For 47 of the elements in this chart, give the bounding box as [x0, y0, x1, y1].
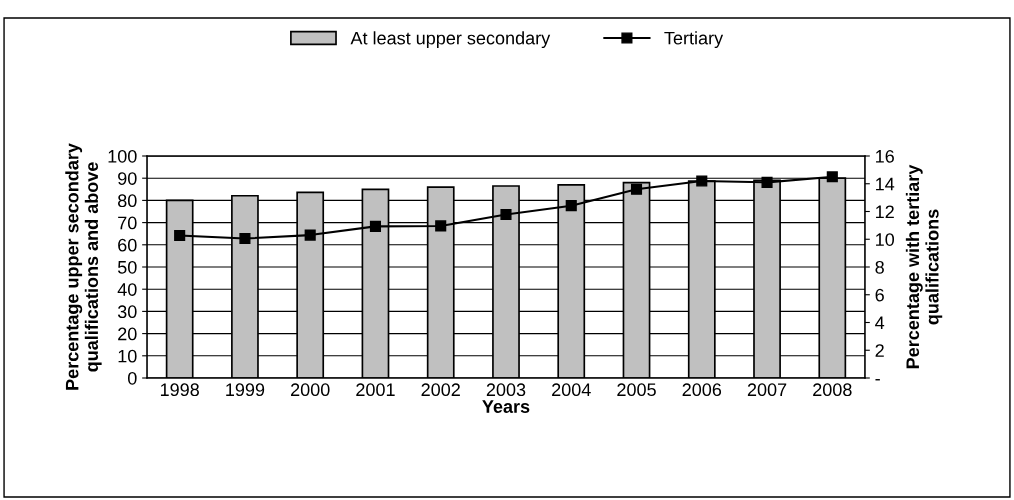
y2-tick-label: 6	[875, 288, 884, 302]
x-tick-label: 2007	[747, 383, 787, 397]
point	[174, 229, 186, 242]
y-tick-label: 50	[117, 260, 137, 274]
y-tick-label: 30	[117, 305, 137, 319]
y2-tick-label: 16	[876, 149, 894, 163]
x-tick-label: 2002	[421, 383, 460, 397]
y-tick-label: 10	[118, 349, 137, 363]
y-tick-label: 90	[118, 172, 137, 185]
point	[239, 232, 251, 245]
x-axis-title: Years	[482, 400, 530, 413]
x-tick-label: 2000	[291, 383, 330, 397]
legend-label: Tertiary	[664, 31, 724, 49]
y2-axis-title: Percentage with tertiary qualifications	[905, 164, 943, 369]
y2-tick-label: 2	[875, 344, 884, 357]
point	[500, 208, 512, 221]
point	[565, 200, 577, 212]
y2-tick-label: 4	[875, 316, 885, 330]
x-tick-label: 2001	[356, 383, 395, 397]
x-tick-label: 1998	[160, 383, 199, 397]
y2-tick-label: 12	[876, 205, 894, 219]
y-tick-label: 0	[127, 371, 137, 385]
y-tick-label: 70	[118, 216, 137, 230]
point	[304, 229, 316, 241]
x-tick-label: 2006	[682, 383, 722, 397]
y-axis-title: Percentage upper secondary qualifications and above	[65, 143, 102, 390]
y2-tick-label: -	[875, 379, 880, 381]
y2-tick-label: 8	[875, 260, 884, 274]
x-tick-label: 2003	[486, 383, 526, 397]
point	[696, 175, 708, 187]
x-tick-label: 2008	[813, 383, 852, 397]
point	[435, 220, 447, 232]
x-tick-label: 2005	[617, 383, 656, 397]
point	[826, 171, 838, 183]
y2-tick-label: 14	[876, 177, 895, 191]
y-tick-label: 40	[117, 283, 137, 296]
point	[630, 183, 643, 195]
y-tick-label: 60	[118, 238, 137, 252]
x-tick-label: 1999	[226, 383, 265, 397]
y-tick-label: 20	[118, 327, 137, 341]
point	[369, 220, 382, 232]
point	[761, 176, 773, 188]
legend-label: At least upper secondary	[350, 31, 551, 49]
y2-tick-label: 10	[876, 233, 895, 246]
y-tick-label: 100	[108, 149, 137, 163]
y-tick-label: 80	[118, 194, 137, 208]
x-tick-label: 2004	[552, 383, 591, 397]
